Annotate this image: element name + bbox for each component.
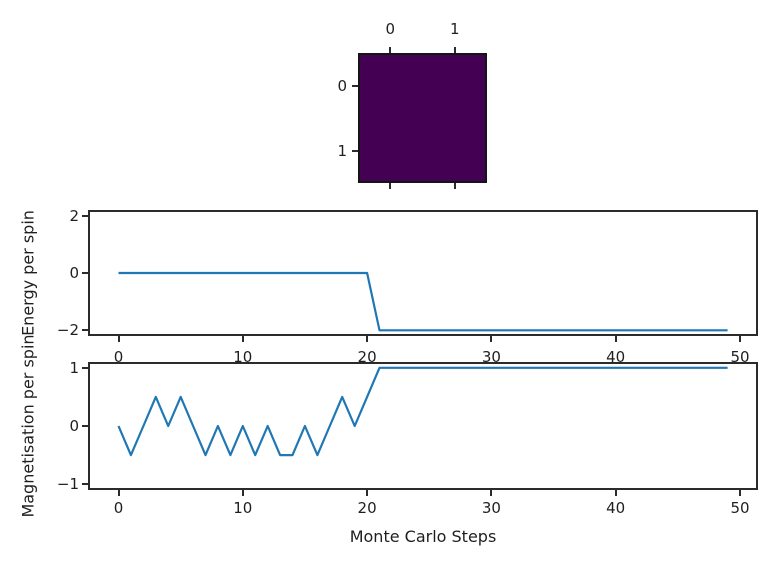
y-tick-label: −1 (56, 475, 79, 494)
energy-spines (88, 210, 758, 336)
x-tick-label: 50 (730, 499, 750, 517)
heatmap-bottom-tick-mark (453, 183, 456, 189)
x-tick-mark (614, 490, 617, 496)
magnetisation-line (117, 366, 728, 457)
heatmap-top-tick-mark (389, 47, 392, 53)
x-tick-mark (241, 490, 244, 496)
energy-line (118, 271, 728, 332)
y-tick-label: 2 (69, 206, 79, 225)
x-tick-mark (366, 336, 369, 342)
lattice-heatmap (358, 53, 487, 183)
x-tick-label: 20 (357, 348, 377, 366)
x-tick-label: 50 (730, 348, 750, 366)
x-tick-label: 30 (481, 348, 501, 366)
x-tick-mark (739, 336, 741, 342)
magnetisation-axes (88, 362, 758, 490)
y-tick-mark (82, 483, 88, 486)
heatmap-bottom-tick-mark (389, 183, 392, 189)
xlabel-monte-carlo-steps: Monte Carlo Steps (349, 527, 497, 546)
x-tick-mark (117, 490, 120, 496)
x-tick-mark (366, 490, 369, 496)
magnetisation-spines (88, 362, 758, 490)
y-tick-mark (82, 329, 88, 332)
x-tick-label: 40 (606, 348, 626, 366)
heatmap-y-tick-label: 1 (337, 141, 347, 160)
x-tick-mark (490, 490, 493, 496)
y-tick-mark (82, 214, 88, 217)
y-tick-mark (82, 272, 88, 274)
x-tick-label: 20 (357, 499, 377, 517)
lattice-cell (360, 118, 423, 181)
energy-axes (88, 210, 758, 336)
x-tick-label: 10 (233, 499, 253, 517)
energy-ylabel: Energy per spin (18, 210, 38, 336)
heatmap-x-tick-label: 1 (450, 20, 460, 38)
x-tick-label: 0 (113, 499, 124, 517)
heatmap-x-tick-label: 0 (385, 20, 396, 38)
heatmap-left-tick-mark (352, 84, 358, 87)
heatmap-y-tick-label: 0 (337, 76, 347, 95)
lattice-cell (422, 118, 485, 181)
lattice-cell (360, 55, 423, 118)
heatmap-left-tick-mark (352, 149, 358, 152)
lattice-cell (422, 55, 485, 118)
x-tick-label: 40 (606, 499, 626, 517)
x-tick-label: 10 (233, 348, 253, 366)
y-tick-mark (82, 425, 88, 427)
x-tick-mark (241, 336, 244, 342)
y-tick-label: 0 (69, 417, 79, 435)
x-tick-label: 30 (481, 499, 501, 517)
x-tick-mark (739, 490, 741, 496)
y-tick-label: −2 (56, 321, 79, 340)
y-tick-label: 1 (69, 358, 79, 377)
magnetisation-ylabel: Magnetisation per spin (18, 334, 38, 518)
x-tick-mark (490, 336, 493, 342)
x-tick-mark (614, 336, 617, 342)
x-tick-mark (117, 336, 120, 342)
y-tick-label: 0 (69, 264, 79, 282)
x-tick-label: 0 (113, 348, 124, 366)
y-tick-mark (82, 366, 88, 369)
heatmap-top-tick-mark (453, 47, 456, 53)
